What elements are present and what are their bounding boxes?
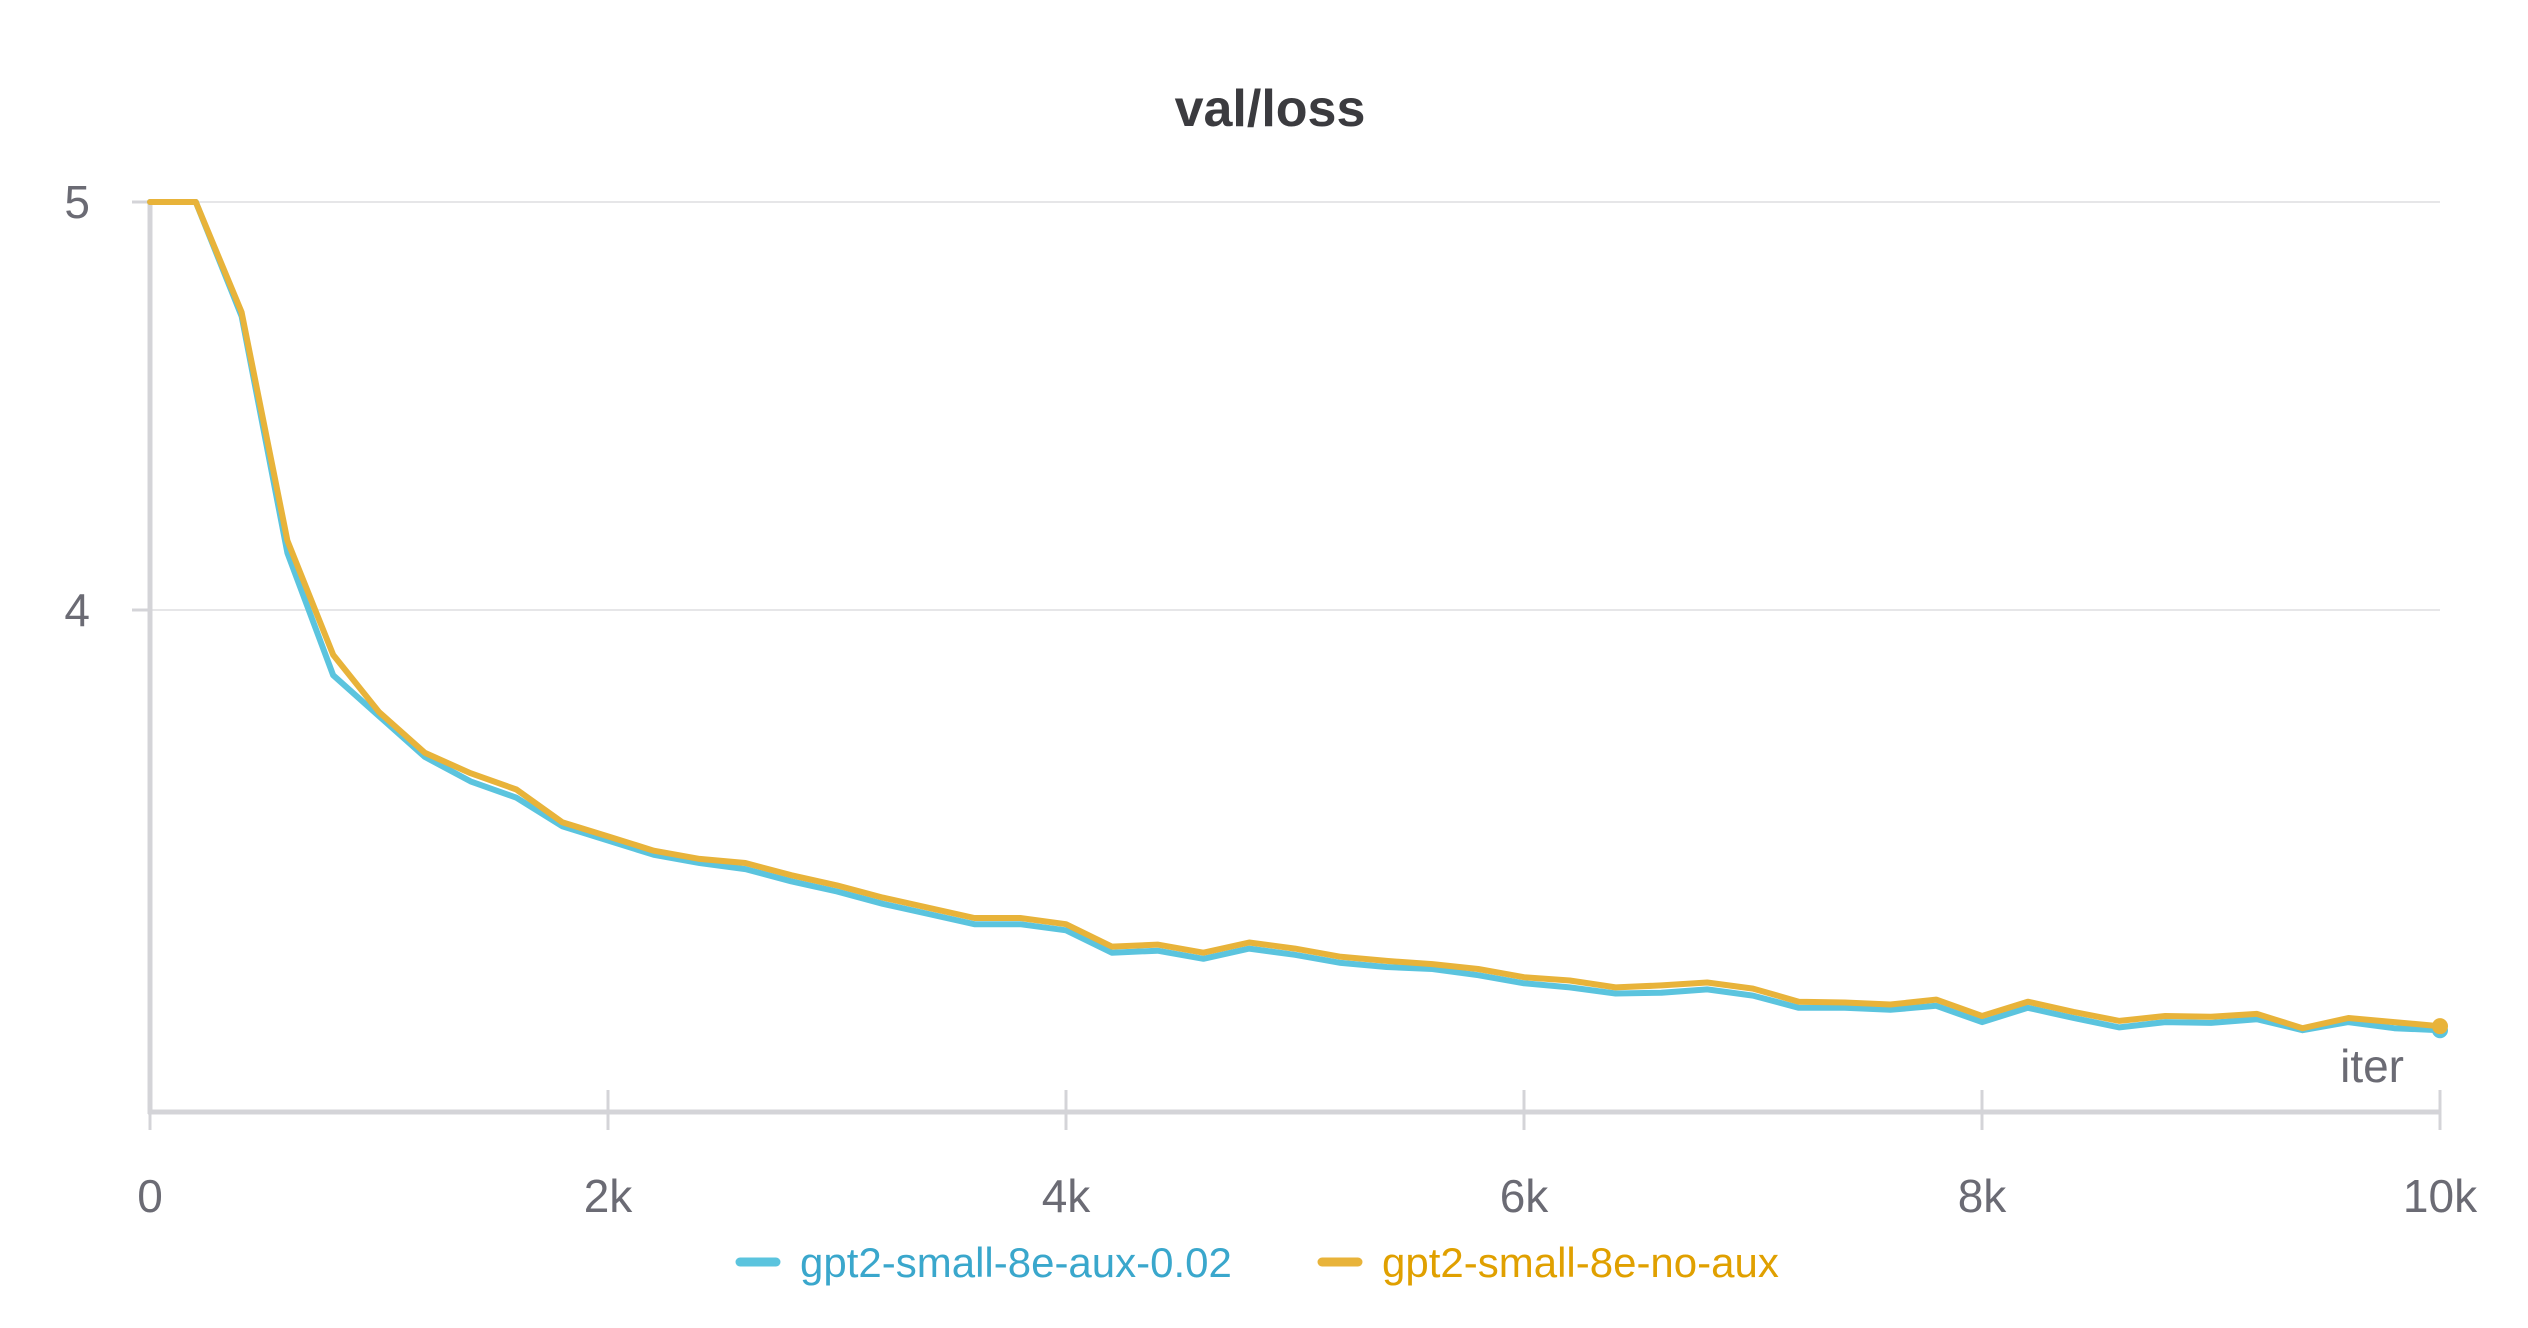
y-tick-label: 5 (64, 176, 90, 228)
legend-label: gpt2-small-8e-aux-0.02 (800, 1239, 1232, 1286)
y-tick-label: 4 (64, 584, 90, 636)
legend-label: gpt2-small-8e-no-aux (1382, 1239, 1779, 1286)
series-line-1 (147, 199, 2443, 1034)
series-line-2 (147, 199, 2443, 1032)
x-tick-label: 8k (1958, 1170, 2008, 1222)
series-end-marker-2 (2432, 1018, 2448, 1035)
x-tick-label: 10k (2403, 1170, 2478, 1222)
chart-title: val/loss (1175, 80, 1366, 138)
x-axis-label: iter (2340, 1040, 2404, 1092)
gridlines (150, 201, 2440, 611)
x-axis-ticks: 0 2k 4k 6k 8k 10k (137, 1090, 2478, 1222)
x-tick-label: 0 (137, 1170, 163, 1222)
x-tick-label: 2k (584, 1170, 634, 1222)
series-lines (147, 199, 2448, 1039)
x-tick-label: 6k (1500, 1170, 1550, 1222)
y-axis-ticks: 54 (64, 176, 150, 636)
legend: gpt2-small-8e-aux-0.02 gpt2-small-8e-no-a… (735, 1239, 1779, 1286)
x-tick-label: 4k (1042, 1170, 1092, 1222)
axes (147, 200, 2440, 1115)
